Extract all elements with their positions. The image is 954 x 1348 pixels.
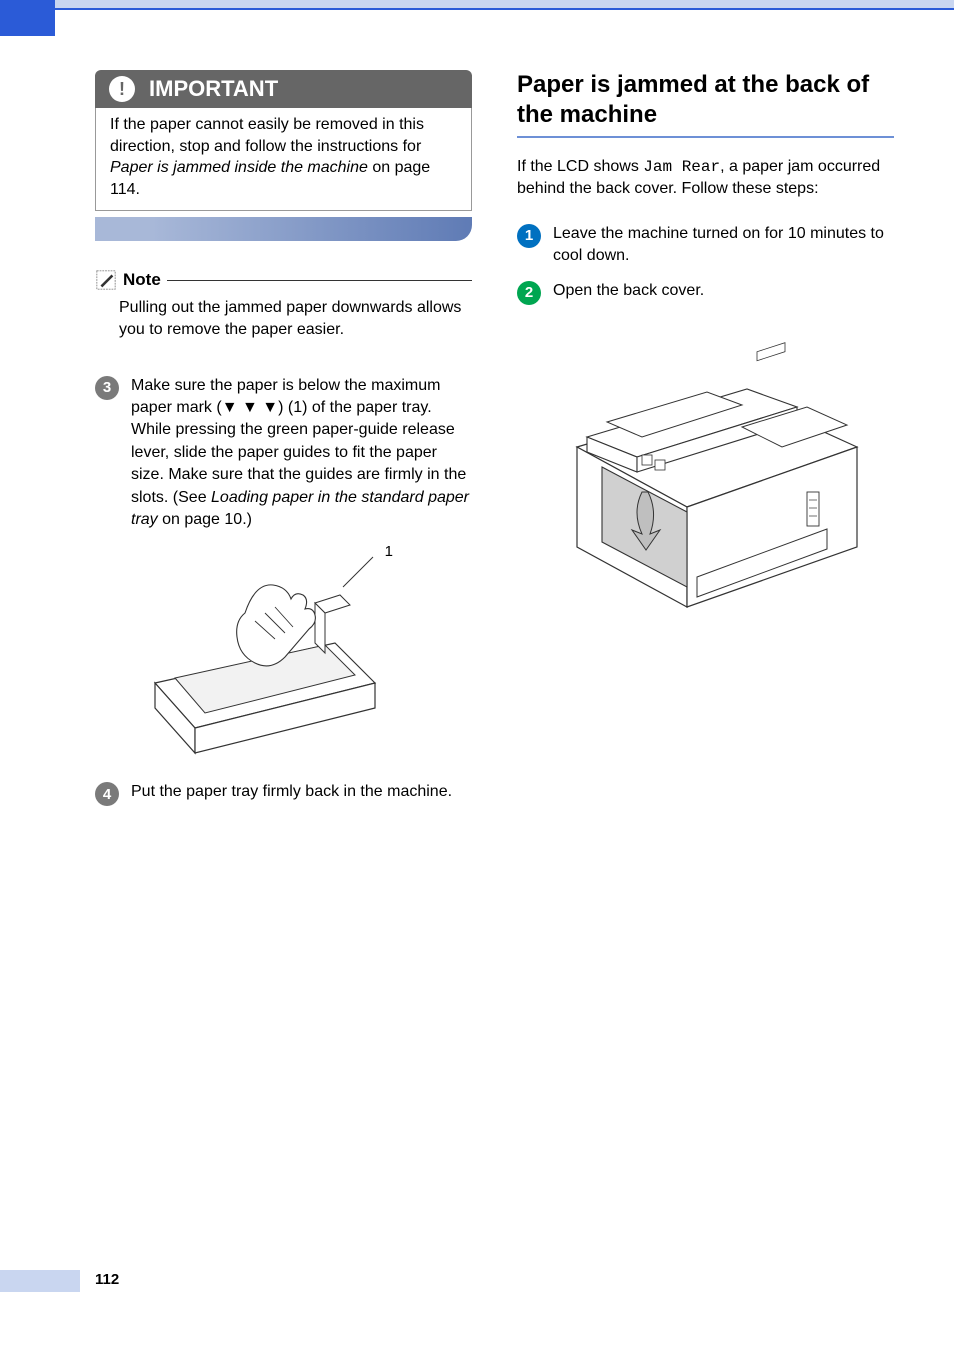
- left-column: ! IMPORTANT If the paper cannot easily b…: [95, 70, 472, 818]
- exclamation-icon: !: [109, 76, 135, 102]
- important-text-italic: Paper is jammed inside the machine: [110, 159, 368, 176]
- printer-illustration: [547, 317, 887, 637]
- important-callout: ! IMPORTANT If the paper cannot easily b…: [95, 70, 472, 211]
- important-body: If the paper cannot easily be removed in…: [95, 108, 472, 211]
- section-title: Paper is jammed at the back of the machi…: [517, 70, 894, 130]
- printer-figure: [547, 317, 887, 637]
- step-4: 4 Put the paper tray firmly back in the …: [95, 781, 472, 806]
- step-1-badge: 1: [517, 224, 541, 248]
- chapter-tab: [0, 0, 55, 36]
- section-rule: [517, 136, 894, 138]
- step-1: 1 Leave the machine turned on for 10 min…: [517, 223, 894, 268]
- step-3-badge: 3: [95, 376, 119, 400]
- intro-lcd-code: Jam Rear: [643, 158, 720, 176]
- note-label: Note: [123, 270, 161, 290]
- note-body: Pulling out the jammed paper downwards a…: [95, 297, 472, 340]
- paper-tray-illustration: [125, 543, 405, 763]
- step-1-text: Leave the machine turned on for 10 minut…: [553, 223, 894, 268]
- step-3-text: Make sure the paper is below the maximum…: [131, 375, 472, 532]
- intro-text: If the LCD shows Jam Rear, a paper jam o…: [517, 156, 894, 201]
- pencil-icon: [95, 269, 117, 291]
- important-title: IMPORTANT: [149, 76, 278, 102]
- paper-tray-figure: 1: [125, 543, 405, 763]
- callout-label-1: 1: [385, 543, 393, 560]
- step-2-badge: 2: [517, 281, 541, 305]
- right-column: Paper is jammed at the back of the machi…: [517, 70, 894, 818]
- step-3-suffix: on page 10.): [158, 511, 252, 528]
- important-text-prefix: If the paper cannot easily be removed in…: [110, 116, 424, 155]
- step-2-text: Open the back cover.: [553, 280, 704, 305]
- note-rule: [167, 280, 472, 281]
- page-content: ! IMPORTANT If the paper cannot easily b…: [0, 10, 954, 818]
- page-number: 112: [95, 1271, 119, 1288]
- step-3: 3 Make sure the paper is below the maxim…: [95, 375, 472, 532]
- header-bar: [0, 0, 954, 10]
- step-4-text: Put the paper tray firmly back in the ma…: [131, 781, 452, 806]
- note-header: Note: [95, 269, 472, 291]
- important-decor: [95, 217, 472, 241]
- step-4-badge: 4: [95, 782, 119, 806]
- intro-prefix: If the LCD shows: [517, 158, 643, 175]
- step-3-prefix: Make sure the paper is below the maximum…: [131, 377, 466, 506]
- page-number-bar: [0, 1270, 80, 1292]
- important-header: ! IMPORTANT: [95, 70, 472, 108]
- step-2: 2 Open the back cover.: [517, 280, 894, 305]
